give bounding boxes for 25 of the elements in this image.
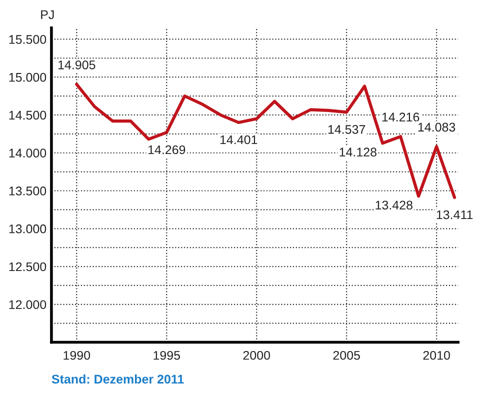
data-label: 14.128 (340, 148, 376, 157)
y-tick-label: 12.500 (9, 262, 46, 272)
line-series (75, 82, 456, 200)
y-tick-label: 15.000 (9, 72, 46, 82)
y-tick-label: 14.500 (9, 110, 46, 120)
data-label: 14.401 (220, 135, 258, 144)
y-tick-label: 12.000 (9, 300, 46, 310)
data-label: 13.411 (436, 210, 473, 220)
text: Stand: Dezember 2011 (52, 374, 184, 384)
y-tick-label: 14.000 (9, 148, 46, 158)
y-tick-label: 13.500 (9, 186, 46, 196)
data-label: 14.216 (382, 112, 420, 122)
y-axis-title: PJ (41, 10, 54, 20)
y-tick-label: 13.000 (9, 224, 46, 234)
x-tick-label: 1995 (154, 350, 180, 360)
x-tick-label: 2010 (423, 350, 450, 360)
x-tick-label: 1990 (64, 350, 90, 360)
data-label: 14.905 (58, 60, 96, 70)
data-label: 13.428 (376, 200, 412, 210)
x-tick-label: 2005 (333, 350, 360, 360)
data-label: 14.537 (328, 125, 366, 134)
y-tick-label: 15.500 (9, 35, 46, 44)
x-tick-label: 2000 (243, 350, 270, 360)
data-label: 14.083 (418, 122, 456, 132)
data-label: 14.269 (148, 145, 186, 154)
